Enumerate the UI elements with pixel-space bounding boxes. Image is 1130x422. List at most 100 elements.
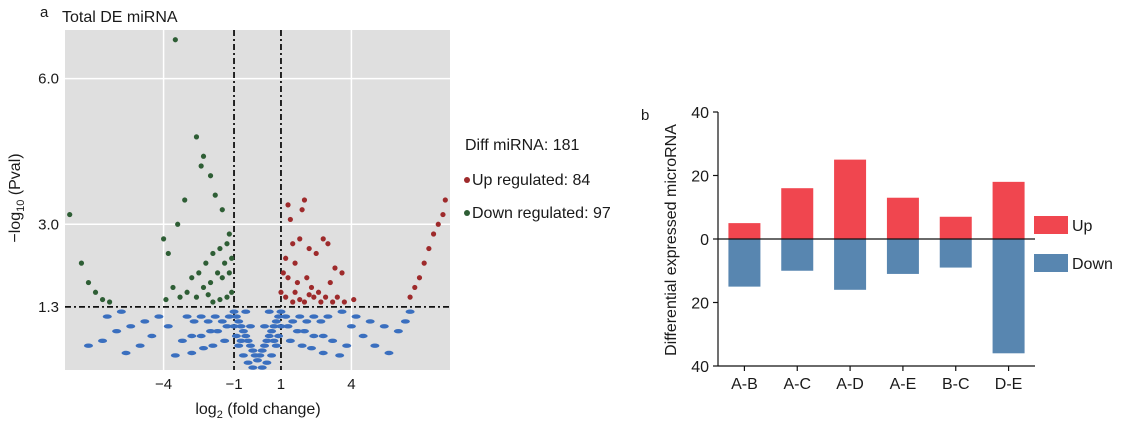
point-not-significant <box>342 343 352 348</box>
bar-y-axis-label: Differential expressed microRNA <box>663 124 680 356</box>
volcano-x-axis-label: log2 (fold change) <box>195 401 320 421</box>
legend-up-marker <box>464 177 470 183</box>
point-down-regulated <box>205 292 211 298</box>
point-not-significant <box>267 328 277 334</box>
point-up-regulated <box>311 294 317 300</box>
point-down-regulated <box>214 270 221 276</box>
point-up-regulated <box>339 270 345 276</box>
point-down-regulated <box>229 289 235 295</box>
point-not-significant <box>255 353 265 358</box>
bar-category-label: B-C <box>942 376 970 393</box>
point-down-regulated <box>217 245 223 252</box>
point-up-regulated <box>292 289 298 295</box>
point-down-regulated <box>92 289 99 295</box>
point-down-regulated <box>219 275 225 281</box>
point-down-regulated <box>165 250 171 257</box>
bar-category-labels: A-B A-C A-D A-E B-C D-E <box>731 366 1022 393</box>
point-not-significant <box>384 350 394 356</box>
point-not-significant <box>262 360 272 365</box>
bar-series <box>728 159 1025 354</box>
point-not-significant <box>231 314 241 319</box>
point-not-significant <box>206 328 216 334</box>
point-not-significant <box>260 324 270 329</box>
point-not-significant <box>276 324 286 329</box>
point-not-significant <box>257 348 267 353</box>
point-not-significant <box>236 338 246 344</box>
point-down-regulated <box>212 192 218 198</box>
point-not-significant <box>274 333 284 339</box>
point-up-regulated <box>318 299 324 305</box>
point-not-significant <box>302 319 312 324</box>
point-not-significant <box>309 333 319 339</box>
bar-category-label: A-C <box>783 376 811 393</box>
point-up-regulated <box>440 211 446 218</box>
point-not-significant <box>292 328 302 334</box>
point-down-regulated <box>198 163 204 169</box>
volcano-plot-area <box>65 30 450 370</box>
bar-down-b-c <box>939 239 972 268</box>
legend-swatch-down <box>1034 254 1068 272</box>
point-not-significant <box>318 350 328 356</box>
point-up-regulated <box>292 260 298 266</box>
point-not-significant <box>274 314 284 319</box>
point-not-significant <box>269 324 279 329</box>
legend-label-up: Up <box>1072 218 1093 235</box>
point-down-regulated <box>200 284 207 291</box>
point-down-regulated <box>177 294 183 300</box>
point-down-regulated <box>160 236 167 242</box>
point-not-significant <box>243 360 253 365</box>
point-up-regulated <box>306 292 312 298</box>
point-not-significant <box>335 353 345 358</box>
point-not-significant <box>260 343 270 348</box>
point-not-significant <box>241 333 251 339</box>
point-up-regulated <box>301 299 308 305</box>
point-not-significant <box>323 314 333 319</box>
volcano-y-tick-labels: 1.3 3.0 6.0 <box>38 71 59 316</box>
point-not-significant <box>234 319 244 324</box>
point-down-regulated <box>175 221 181 227</box>
point-down-regulated <box>196 270 202 276</box>
point-down-regulated <box>99 296 106 303</box>
point-up-regulated <box>334 294 340 300</box>
point-down-regulated <box>229 255 235 261</box>
point-not-significant <box>405 309 415 314</box>
point-up-regulated <box>299 207 305 213</box>
point-not-significant <box>189 319 199 324</box>
point-up-regulated <box>290 241 296 247</box>
bar-legend: Up Down <box>1034 216 1113 273</box>
point-not-significant <box>147 333 157 339</box>
point-not-significant <box>306 345 316 351</box>
point-not-significant <box>224 314 234 319</box>
bar-up-a-d <box>834 159 867 239</box>
point-not-significant <box>229 324 239 329</box>
point-not-significant <box>245 324 255 329</box>
bar-y-tick: 40 <box>691 359 709 376</box>
point-not-significant <box>126 324 136 329</box>
point-not-significant <box>243 338 253 344</box>
point-not-significant <box>346 324 356 329</box>
legend-down-marker <box>464 210 470 216</box>
point-up-regulated <box>407 294 413 300</box>
point-not-significant <box>83 343 93 348</box>
point-up-regulated <box>304 275 310 281</box>
point-up-regulated <box>297 296 303 303</box>
bar-up-a-c <box>781 188 814 239</box>
bar-down-a-b <box>728 239 761 287</box>
bar-up-a-e <box>886 197 919 239</box>
point-not-significant <box>276 309 286 314</box>
bar-chart-panel: b Differential expressed microRNA 40 20 0 2… <box>641 105 1113 393</box>
point-not-significant <box>351 314 361 319</box>
point-up-regulated <box>315 289 322 295</box>
point-not-significant <box>231 333 241 339</box>
point-not-significant <box>318 333 328 339</box>
point-not-significant <box>267 353 277 358</box>
volcano-x-tick: −1 <box>225 376 242 393</box>
point-down-regulated <box>203 260 209 266</box>
bar-category-label: A-E <box>890 376 917 393</box>
point-up-regulated <box>435 221 441 227</box>
point-down-regulated <box>219 207 225 213</box>
point-not-significant <box>222 324 232 329</box>
point-not-significant <box>248 348 258 353</box>
point-not-significant <box>379 324 389 329</box>
bar-down-a-d <box>834 239 867 290</box>
